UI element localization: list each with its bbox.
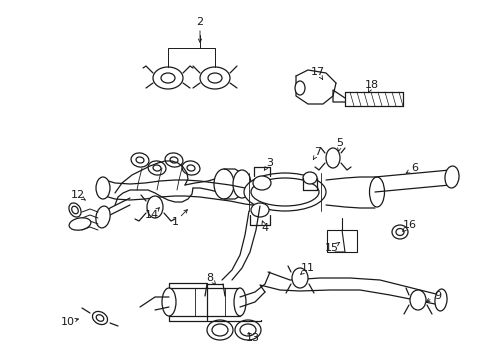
Ellipse shape [148, 161, 165, 175]
Ellipse shape [206, 320, 232, 340]
Ellipse shape [444, 166, 458, 188]
Text: 17: 17 [310, 67, 325, 77]
Ellipse shape [294, 81, 305, 95]
Ellipse shape [96, 315, 103, 321]
Bar [326, 230, 356, 252]
Ellipse shape [153, 67, 183, 89]
Ellipse shape [232, 170, 250, 198]
Text: 18: 18 [364, 80, 378, 90]
Ellipse shape [186, 165, 195, 171]
Ellipse shape [391, 225, 407, 239]
Ellipse shape [234, 288, 245, 316]
Ellipse shape [170, 157, 178, 163]
Text: 15: 15 [325, 243, 338, 253]
Text: 2: 2 [196, 17, 203, 27]
Ellipse shape [325, 148, 339, 168]
Ellipse shape [96, 206, 110, 228]
Text: 7: 7 [314, 147, 321, 157]
Text: 12: 12 [71, 190, 85, 200]
Ellipse shape [182, 161, 200, 175]
Ellipse shape [136, 157, 143, 163]
Ellipse shape [72, 206, 78, 214]
Ellipse shape [409, 290, 425, 310]
Text: 3: 3 [266, 158, 273, 168]
Ellipse shape [235, 320, 261, 340]
Ellipse shape [291, 268, 307, 288]
Text: 4: 4 [261, 223, 268, 233]
Ellipse shape [214, 169, 234, 199]
Text: 16: 16 [402, 220, 416, 230]
Ellipse shape [162, 288, 176, 316]
Ellipse shape [250, 178, 318, 206]
Ellipse shape [92, 311, 107, 325]
Text: 11: 11 [301, 263, 314, 273]
Text: 6: 6 [411, 163, 418, 173]
Ellipse shape [207, 73, 222, 83]
Ellipse shape [252, 176, 270, 190]
Text: 13: 13 [245, 333, 260, 343]
Ellipse shape [69, 203, 81, 217]
Ellipse shape [240, 324, 256, 336]
Text: 8: 8 [206, 273, 213, 283]
Ellipse shape [165, 153, 183, 167]
Ellipse shape [303, 172, 316, 184]
Ellipse shape [161, 73, 175, 83]
Text: 1: 1 [171, 217, 178, 227]
Ellipse shape [147, 196, 163, 218]
Ellipse shape [153, 165, 161, 171]
Text: 9: 9 [433, 291, 441, 301]
Ellipse shape [250, 203, 268, 217]
Ellipse shape [200, 67, 229, 89]
Ellipse shape [395, 229, 403, 235]
Ellipse shape [69, 218, 91, 230]
Ellipse shape [96, 177, 110, 199]
Ellipse shape [434, 289, 446, 311]
Ellipse shape [131, 153, 149, 167]
Text: 10: 10 [61, 317, 75, 327]
Ellipse shape [212, 324, 227, 336]
Ellipse shape [244, 173, 325, 211]
Text: 14: 14 [144, 210, 159, 220]
Text: 5: 5 [336, 138, 343, 148]
Ellipse shape [369, 177, 384, 207]
Bar [169, 288, 240, 316]
